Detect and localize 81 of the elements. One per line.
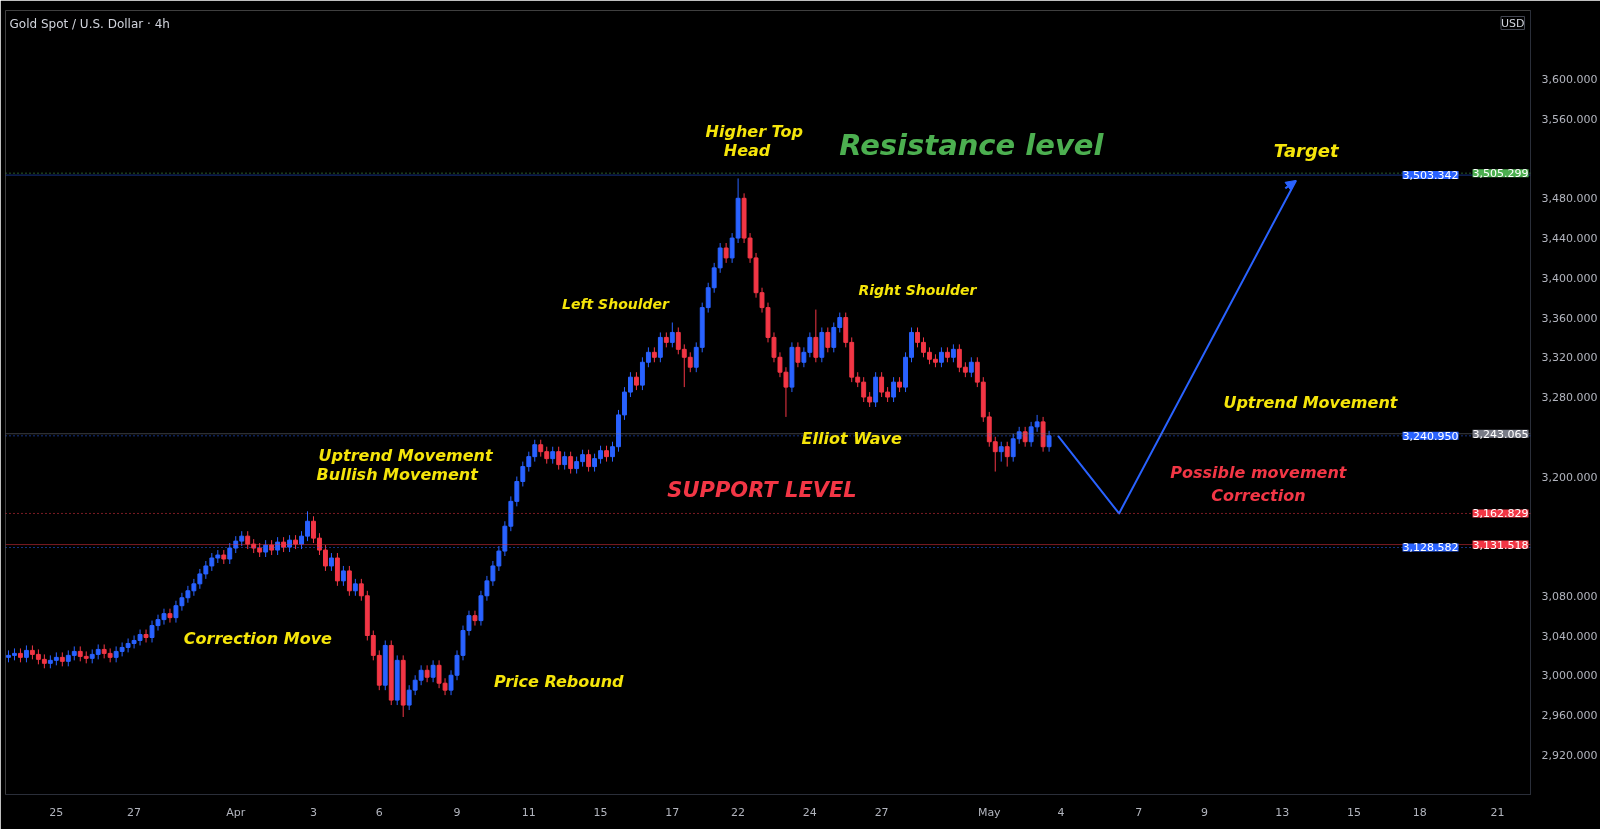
candlestick	[891, 376, 897, 403]
ref-line-label: 3,503.342	[1402, 169, 1459, 183]
x-tick-label: 17	[665, 805, 680, 819]
x-tick-label: 6	[375, 805, 383, 819]
x-tick-label: 4	[1057, 805, 1065, 819]
candlestick	[1004, 441, 1010, 468]
candlestick	[334, 552, 340, 587]
y-tick-label: 3,480.000	[1541, 192, 1598, 206]
x-tick-label: Apr	[226, 805, 246, 819]
candlestick	[968, 356, 974, 378]
x-tick-label: 11	[521, 805, 536, 819]
x-tick-label: 24	[802, 805, 817, 819]
y-tick-label: 3,560.000	[1541, 112, 1598, 126]
x-tick-label: 27	[874, 805, 889, 819]
annotation: Left Shoulder	[562, 295, 671, 312]
candlestick	[340, 565, 346, 587]
annotation: Higher Top	[705, 122, 803, 142]
y-tick-label: 3,440.000	[1541, 232, 1598, 246]
annotation: Bullish Movement	[316, 465, 480, 485]
y-tick-label: 3,080.000	[1541, 589, 1598, 603]
annotation: Correction Move	[183, 628, 333, 648]
annotation: Price Rebound	[493, 671, 625, 691]
candlestick	[1022, 426, 1028, 448]
annotation: Elliot Wave	[801, 429, 902, 449]
annotation: Target	[1273, 140, 1341, 162]
candlestick	[143, 629, 149, 643]
ref-line-label: 3,240.950	[1402, 429, 1459, 443]
annotation: Uptrend Movement	[1223, 392, 1399, 412]
x-tick-label: 25	[49, 805, 64, 819]
x-tick-label: 18	[1412, 805, 1427, 819]
y-tick-label: 3,600.000	[1541, 73, 1598, 87]
annotation: Head	[723, 141, 771, 161]
candlestick	[723, 242, 729, 264]
ref-line-label: 3,243.065	[1472, 427, 1529, 441]
y-tick-label: 3,000.000	[1541, 669, 1598, 683]
annotation: Right Shoulder	[858, 281, 978, 298]
y-tick-label: 2,960.000	[1541, 709, 1598, 723]
y-tick-label: 2,920.000	[1541, 748, 1598, 762]
ref-line-label: 3,128.582	[1402, 541, 1459, 555]
candlestick	[998, 441, 1004, 463]
ref-line-label: 3,162.829	[1472, 507, 1529, 521]
x-tick-label: 22	[731, 805, 746, 819]
annotation: Resistance level	[839, 127, 1105, 162]
x-tick-label: 13	[1275, 805, 1290, 819]
x-tick-label: May	[977, 805, 1002, 819]
y-tick-label: 3,320.000	[1541, 351, 1598, 365]
candlestick	[424, 664, 430, 683]
candlestick	[825, 326, 831, 353]
candlestick	[586, 449, 592, 473]
candlestick	[346, 565, 352, 597]
candlestick	[938, 346, 944, 368]
annotation: Possible movement	[1170, 463, 1348, 483]
x-tick-label: 3	[309, 805, 317, 819]
candlestick	[556, 446, 562, 471]
annotation: USD	[1501, 16, 1525, 30]
y-tick-label: 3,280.000	[1541, 391, 1598, 405]
x-tick-label: 21	[1490, 805, 1505, 819]
candlestick	[1034, 414, 1040, 433]
y-tick-label: 3,360.000	[1541, 311, 1598, 325]
candlestick	[568, 451, 574, 475]
ref-line-label: 3,505.299	[1472, 167, 1529, 181]
y-tick-label: 3,200.000	[1541, 470, 1598, 484]
candlestick	[657, 331, 663, 363]
y-tick-label: 3,040.000	[1541, 629, 1598, 643]
annotation: SUPPORT LEVEL	[667, 478, 857, 503]
text: Gold Spot / U.S. Dollar · 4h	[9, 16, 170, 31]
y-tick-label: 3,400.000	[1541, 271, 1598, 285]
candlestick	[795, 341, 801, 368]
x-tick-label: 27	[127, 805, 142, 819]
candlestick	[813, 309, 819, 363]
x-tick-label: 9	[1201, 805, 1209, 819]
candlestick	[669, 322, 675, 348]
x-tick-label: 9	[453, 805, 461, 819]
candlestick	[430, 659, 436, 683]
x-tick-label: 15	[1347, 805, 1362, 819]
candlestick	[472, 610, 478, 627]
annotation: Uptrend Movement	[318, 446, 494, 466]
annotation: Correction	[1211, 485, 1306, 505]
candlestick	[167, 608, 173, 624]
x-tick-label: 7	[1135, 805, 1143, 819]
x-tick-label: 15	[593, 805, 608, 819]
